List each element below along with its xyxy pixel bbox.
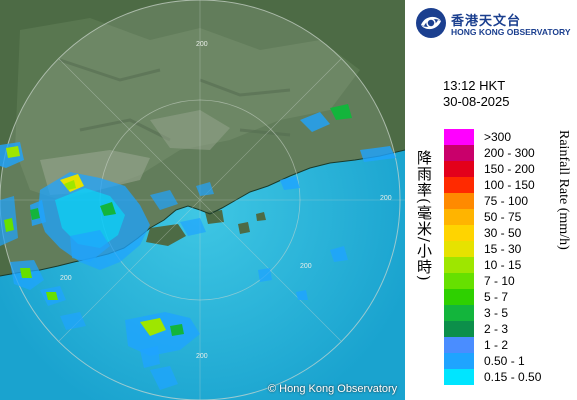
legend-item: 0.50 - 1 <box>444 353 564 369</box>
legend-swatch <box>444 353 474 369</box>
legend-label: 200 - 300 <box>484 146 535 160</box>
rain-echoes <box>0 104 396 390</box>
rainfall-legend: >300 200 - 300 150 - 200 100 - 150 75 - 100 5… <box>444 129 564 385</box>
legend-label: 0.15 - 0.50 <box>484 370 542 384</box>
range-label: 200 <box>196 41 208 48</box>
legend-label: 3 - 5 <box>484 306 509 320</box>
legend-item: 150 - 200 <box>444 161 564 177</box>
legend-swatch <box>444 161 474 177</box>
range-label: 200 <box>380 195 392 202</box>
observation-date: 30-08-2025 <box>443 94 510 109</box>
hko-logo-icon <box>416 8 446 38</box>
copyright-text: © Hong Kong Observatory <box>268 383 398 395</box>
legend-item: 10 - 15 <box>444 257 564 273</box>
legend-label: 5 - 7 <box>484 290 509 304</box>
legend-swatch <box>444 129 474 145</box>
range-label: 200 <box>60 275 72 282</box>
range-label: 200 <box>196 353 208 360</box>
legend-label: 50 - 75 <box>484 210 522 224</box>
legend-swatch <box>444 209 474 225</box>
coastline <box>0 149 405 277</box>
legend-swatch <box>444 145 474 161</box>
legend-item: 0.15 - 0.50 <box>444 369 564 385</box>
legend-panel: 香港天文台 HONG KONG OBSERVATORY 13:12 HKT 30… <box>405 0 577 400</box>
radar-map[interactable]: 200 200 200 200 200 <box>0 0 405 400</box>
legend-item: 3 - 5 <box>444 305 564 321</box>
legend-label: >300 <box>484 130 512 144</box>
legend-item: 30 - 50 <box>444 225 564 241</box>
ridge-lines <box>59 58 291 142</box>
observation-time: 13:12 HKT <box>443 78 506 93</box>
legend-label: 75 - 100 <box>484 194 529 208</box>
legend-swatch <box>444 177 474 193</box>
hko-logo[interactable]: 香港天文台 HONG KONG OBSERVATORY <box>415 7 577 39</box>
legend-item: 100 - 150 <box>444 177 564 193</box>
legend-swatch <box>444 225 474 241</box>
legend-title-cn: 降雨率(毫米/小時) <box>415 150 433 282</box>
radar-spokes <box>0 0 405 400</box>
logo-name-en: HONG KONG OBSERVATORY <box>451 27 571 37</box>
legend-item: 50 - 75 <box>444 209 564 225</box>
legend-swatch <box>444 369 474 385</box>
legend-item: >300 <box>444 129 564 145</box>
legend-swatch <box>444 305 474 321</box>
legend-swatch <box>444 289 474 305</box>
island-lantau <box>146 224 186 246</box>
legend-swatch <box>444 273 474 289</box>
legend-label: 100 - 150 <box>484 178 535 192</box>
legend-swatch <box>444 337 474 353</box>
legend-label: 10 - 15 <box>484 258 522 272</box>
legend-label: 0.50 - 1 <box>484 354 525 368</box>
range-ring-outer <box>0 0 401 400</box>
legend-item: 75 - 100 <box>444 193 564 209</box>
inner-sea <box>0 150 405 400</box>
legend-swatch <box>444 193 474 209</box>
legend-item: 15 - 30 <box>444 241 564 257</box>
radar-map-canvas: 200 200 200 200 200 <box>0 0 405 400</box>
legend-label: 1 - 2 <box>484 338 509 352</box>
island-small <box>256 212 266 221</box>
legend-item: 1 - 2 <box>444 337 564 353</box>
legend-title-en: Rainfall Rate (mm/h) <box>556 130 571 250</box>
legend-item: 2 - 3 <box>444 321 564 337</box>
logo-name-cn: 香港天文台 <box>451 14 522 29</box>
legend-label: 15 - 30 <box>484 242 522 256</box>
legend-swatch <box>444 257 474 273</box>
range-label: 200 <box>300 263 312 270</box>
legend-label: 7 - 10 <box>484 274 515 288</box>
legend-label: 2 - 3 <box>484 322 509 336</box>
urban-area <box>150 110 230 150</box>
legend-swatch <box>444 321 474 337</box>
legend-item: 7 - 10 <box>444 273 564 289</box>
island-small <box>238 222 250 234</box>
legend-swatch <box>444 241 474 257</box>
legend-label: 150 - 200 <box>484 162 535 176</box>
legend-label: 30 - 50 <box>484 226 522 240</box>
legend-item: 5 - 7 <box>444 289 564 305</box>
legend-item: 200 - 300 <box>444 145 564 161</box>
